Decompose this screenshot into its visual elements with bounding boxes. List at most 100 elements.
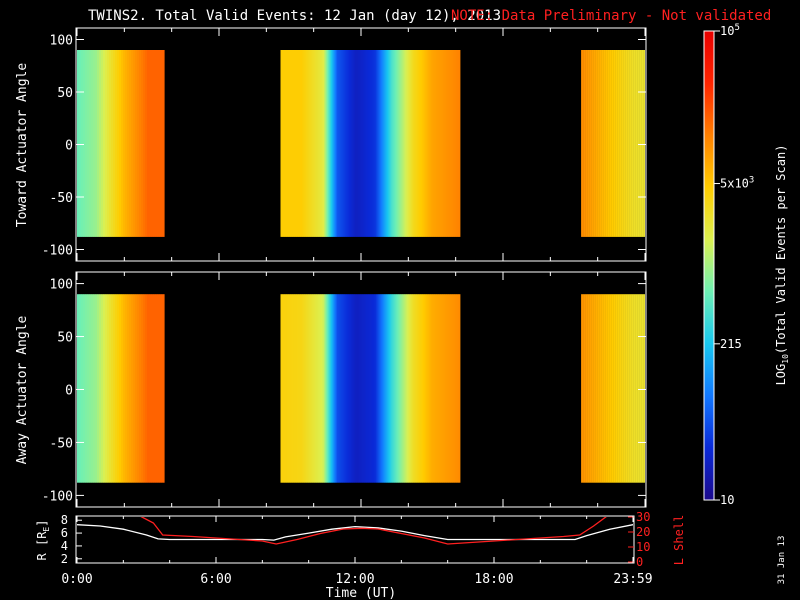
- heatmap-column: [420, 294, 423, 483]
- heatmap-column: [292, 50, 295, 237]
- heatmap-column: [390, 50, 393, 237]
- heatmap-column: [139, 294, 142, 483]
- toward-ylabel: Toward Actuator Angle: [15, 63, 30, 228]
- heatmap-column: [378, 294, 381, 483]
- heatmap-column: [368, 50, 371, 237]
- heatmap-column: [404, 294, 407, 483]
- heatmap-column: [131, 294, 134, 483]
- heatmap-column: [430, 50, 433, 237]
- heatmap-column: [426, 294, 429, 483]
- heatmap-column: [338, 294, 341, 483]
- heatmap-column: [147, 50, 150, 237]
- heatmap-column: [298, 50, 301, 237]
- heatmap-column: [338, 50, 341, 237]
- heatmap-column: [623, 50, 626, 237]
- heatmap-column: [145, 294, 148, 483]
- toward-heatmap: [77, 50, 645, 237]
- away-panel: 100 50 0 -50 -100 Away Actuator Angle: [15, 271, 647, 508]
- heatmap-column: [617, 50, 620, 237]
- heatmap-column: [422, 294, 425, 483]
- heatmap-column: [436, 294, 439, 483]
- heatmap-column: [326, 294, 329, 483]
- heatmap-column: [623, 294, 626, 483]
- heatmap-column: [109, 50, 112, 237]
- heatmap-column: [360, 50, 363, 237]
- heatmap-column: [288, 294, 291, 483]
- heatmap-column: [384, 294, 387, 483]
- heatmap-column: [394, 294, 397, 483]
- heatmap-column: [103, 294, 106, 483]
- heatmap-column: [432, 294, 435, 483]
- heatmap-column: [97, 50, 100, 237]
- heatmap-column: [366, 294, 369, 483]
- heatmap-column: [414, 50, 417, 237]
- heatmap-column: [131, 50, 134, 237]
- heatmap-column: [129, 294, 132, 483]
- heatmap-column: [296, 50, 299, 237]
- orbit-ylabel-main: R [R: [35, 531, 49, 561]
- heatmap-column: [611, 294, 614, 483]
- heatmap-column: [392, 294, 395, 483]
- heatmap-column: [312, 50, 315, 237]
- heatmap-column: [157, 50, 160, 237]
- colorbar-tick-label: 5x103: [720, 176, 754, 191]
- heatmap-column: [328, 294, 331, 483]
- heatmap-column: [83, 50, 86, 237]
- heatmap-column: [446, 50, 449, 237]
- heatmap-column: [290, 294, 293, 483]
- heatmap-column: [418, 294, 421, 483]
- heatmap-column: [95, 50, 98, 237]
- heatmap-column: [633, 50, 636, 237]
- orbit-ytick-label: 6: [61, 526, 68, 540]
- heatmap-column: [631, 50, 634, 237]
- heatmap-column: [456, 294, 459, 483]
- heatmap-column: [416, 50, 419, 237]
- heatmap-column: [288, 50, 291, 237]
- colorbar-tick-text: 10: [720, 493, 734, 507]
- heatmap-column: [639, 50, 642, 237]
- away-axis-ticks: 100 50 0 -50 -100: [42, 272, 646, 507]
- heatmap-column: [591, 50, 594, 237]
- heatmap-column: [605, 50, 608, 237]
- heatmap-column: [412, 294, 415, 483]
- heatmap-column: [583, 294, 586, 483]
- heatmap-column: [386, 50, 389, 237]
- heatmap-column: [408, 294, 411, 483]
- heatmap-column: [300, 50, 303, 237]
- heatmap-column: [316, 294, 319, 483]
- heatmap-column: [123, 50, 126, 237]
- heatmap-column: [358, 294, 361, 483]
- heatmap-column: [302, 294, 305, 483]
- heatmap-column: [302, 50, 305, 237]
- heatmap-column: [336, 294, 339, 483]
- heatmap-column: [87, 294, 90, 483]
- orbit-xtick-label: 0:00: [61, 572, 92, 587]
- orbit-ylabel-sub: E: [42, 527, 51, 532]
- heatmap-column: [155, 294, 158, 483]
- heatmap-column: [442, 50, 445, 237]
- heatmap-column: [593, 294, 596, 483]
- heatmap-column: [145, 50, 148, 237]
- heatmap-column: [87, 50, 90, 237]
- orbit-y2label: L Shell: [672, 515, 686, 566]
- heatmap-column: [101, 50, 104, 237]
- heatmap-column: [91, 50, 94, 237]
- heatmap-column: [330, 294, 333, 483]
- heatmap-column: [448, 50, 451, 237]
- orbit-y2tick-label: 30: [636, 510, 650, 524]
- heatmap-column: [408, 50, 411, 237]
- heatmap-column: [127, 50, 130, 237]
- heatmap-column: [438, 294, 441, 483]
- heatmap-column: [601, 294, 604, 483]
- heatmap-column: [585, 50, 588, 237]
- heatmap-column: [388, 294, 391, 483]
- heatmap-column: [625, 50, 628, 237]
- heatmap-column: [410, 294, 413, 483]
- heatmap-column: [151, 50, 154, 237]
- heatmap-column: [294, 294, 297, 483]
- heatmap-column: [332, 50, 335, 237]
- heatmap-column: [589, 294, 592, 483]
- orbit-y2tick-label: 0: [636, 555, 643, 569]
